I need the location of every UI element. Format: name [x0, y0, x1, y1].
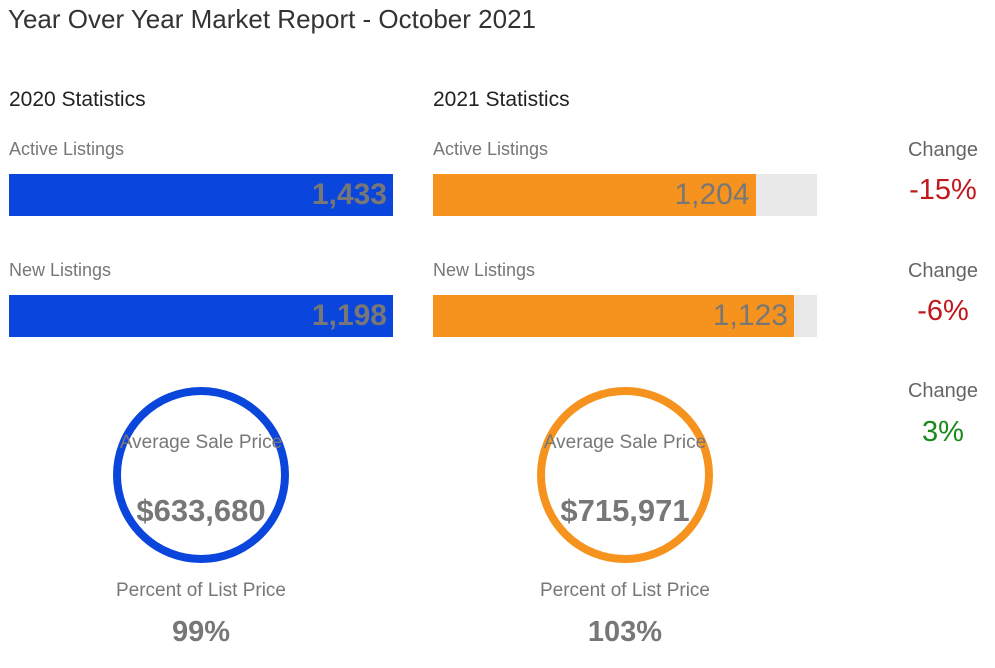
change-value-new: -6%	[917, 295, 969, 327]
new-listings-fill-2020: 1,198	[9, 295, 393, 337]
new-listings-bar-2020: 1,198	[9, 295, 393, 337]
avg-sale-label-2020: Average Sale Price	[119, 432, 283, 453]
page-title: Year Over Year Market Report - October 2…	[8, 4, 536, 34]
pct-list-label-2020: Percent of List Price	[115, 580, 287, 601]
heading-2021: 2021 Statistics	[433, 88, 570, 111]
new-listings-value-2021: 1,123	[712, 299, 788, 332]
pct-list-value-2020: 99%	[171, 616, 231, 648]
active-listings-fill-2021: 1,204	[433, 174, 756, 216]
active-listings-label-2021: Active Listings	[433, 139, 549, 159]
pct-list-label-2021: Percent of List Price	[539, 580, 711, 601]
new-listings-bar-2021: 1,123	[433, 295, 817, 337]
new-listings-label-2021: New Listings	[433, 260, 536, 280]
active-listings-fill-2020: 1,433	[9, 174, 393, 216]
active-listings-bar-2021: 1,204	[433, 174, 817, 216]
heading-2020: 2020 Statistics	[9, 88, 146, 111]
avg-sale-circle-2021	[537, 387, 713, 563]
active-listings-bar-2020: 1,433	[9, 174, 393, 216]
active-listings-value-2021: 1,204	[674, 178, 750, 211]
avg-sale-value-2021: $715,971	[560, 493, 690, 528]
avg-sale-label-2021: Average Sale Price	[543, 432, 707, 453]
new-listings-label-2020: New Listings	[9, 260, 112, 280]
active-listings-label-2020: Active Listings	[9, 139, 125, 159]
avg-sale-circle-2020	[113, 387, 289, 563]
new-listings-fill-2021: 1,123	[433, 295, 794, 337]
pct-list-value-2021: 103%	[587, 616, 663, 648]
change-value-active: -15%	[909, 174, 977, 206]
new-listings-value-2020: 1,198	[311, 299, 387, 332]
avg-sale-value-2020: $633,680	[136, 493, 266, 528]
change-label-new: Change	[907, 260, 979, 282]
change-label-avg-sale: Change	[907, 380, 979, 402]
active-listings-value-2020: 1,433	[311, 178, 387, 211]
change-label-active: Change	[907, 139, 979, 161]
change-value-avg-sale: 3%	[922, 416, 964, 448]
